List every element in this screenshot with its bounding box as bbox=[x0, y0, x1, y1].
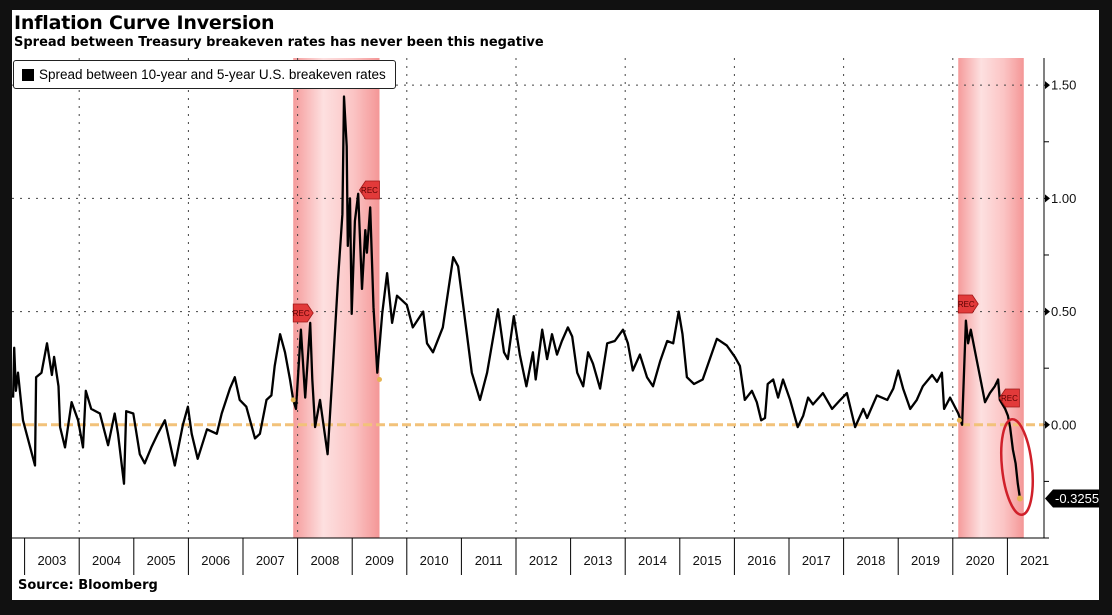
last-point-marker bbox=[1016, 495, 1023, 502]
rec-flag-label: REC bbox=[293, 309, 310, 318]
x-tick-label: 2017 bbox=[802, 553, 831, 568]
y-tick-label: 1.50 bbox=[1051, 78, 1076, 93]
y-tick-arrow bbox=[1045, 420, 1050, 429]
x-tick-label: 2013 bbox=[583, 553, 612, 568]
legend-swatch bbox=[22, 68, 34, 81]
y-tick-label: 0.50 bbox=[1051, 304, 1076, 319]
x-tick-label: 2020 bbox=[966, 553, 995, 568]
last-value-label: -0.3255 bbox=[1055, 491, 1099, 506]
legend-label: Spread between 10-year and 5-year U.S. b… bbox=[39, 67, 386, 82]
x-tick-label: 2007 bbox=[256, 553, 285, 568]
y-tick-label: 1.00 bbox=[1051, 191, 1076, 206]
last-value-badge bbox=[1045, 489, 1099, 508]
x-tick-label: 2014 bbox=[638, 553, 667, 568]
rec-flag-shape bbox=[359, 180, 380, 200]
x-tick-label: 2018 bbox=[856, 553, 885, 568]
x-tick-label: 2016 bbox=[747, 553, 776, 568]
y-tick-arrow bbox=[1045, 307, 1050, 316]
x-tick-label: 2009 bbox=[365, 553, 394, 568]
x-tick-label: 2021 bbox=[1020, 553, 1049, 568]
rec-flag-shape bbox=[998, 388, 1020, 408]
x-tick-label: 2012 bbox=[529, 553, 558, 568]
x-tick-label: 2003 bbox=[37, 553, 66, 568]
x-tick-label: 2005 bbox=[147, 553, 176, 568]
chart-panel bbox=[12, 10, 1099, 600]
chart-subtitle: Spread between Treasury breakeven rates … bbox=[14, 35, 544, 50]
rec-flag: REC bbox=[292, 303, 314, 323]
x-tick-label: 2004 bbox=[92, 553, 121, 568]
recession-marker-dot bbox=[377, 377, 382, 383]
annotation-ellipse bbox=[1000, 417, 1034, 517]
rec-flag: REC bbox=[957, 294, 979, 314]
legend: Spread between 10-year and 5-year U.S. b… bbox=[13, 60, 396, 89]
x-tick-label: 2019 bbox=[911, 553, 940, 568]
rec-flag-shape bbox=[957, 294, 979, 314]
x-tick-label: 2010 bbox=[420, 553, 449, 568]
rec-flag: REC bbox=[359, 180, 380, 200]
series-line bbox=[11, 95, 1022, 499]
chart-title: Inflation Curve Inversion bbox=[14, 12, 275, 34]
x-tick-label: 2008 bbox=[310, 553, 339, 568]
rec-flag-shape bbox=[292, 303, 314, 323]
x-tick-label: 2006 bbox=[201, 553, 230, 568]
source-note: Source: Bloomberg bbox=[18, 578, 158, 593]
y-tick-label: 0.00 bbox=[1051, 417, 1076, 432]
rec-flag-label: REC bbox=[361, 186, 378, 195]
y-tick-arrow bbox=[1045, 81, 1050, 90]
rec-flag-label: REC bbox=[958, 300, 975, 309]
x-tick-label: 2011 bbox=[475, 553, 503, 568]
recession-marker-dot bbox=[956, 417, 962, 423]
y-tick-arrow bbox=[1045, 194, 1050, 203]
x-tick-label: 2015 bbox=[693, 553, 722, 568]
rec-flag-label: REC bbox=[1001, 394, 1018, 403]
recession-marker-dot bbox=[290, 397, 296, 403]
rec-flag: REC bbox=[998, 388, 1020, 408]
